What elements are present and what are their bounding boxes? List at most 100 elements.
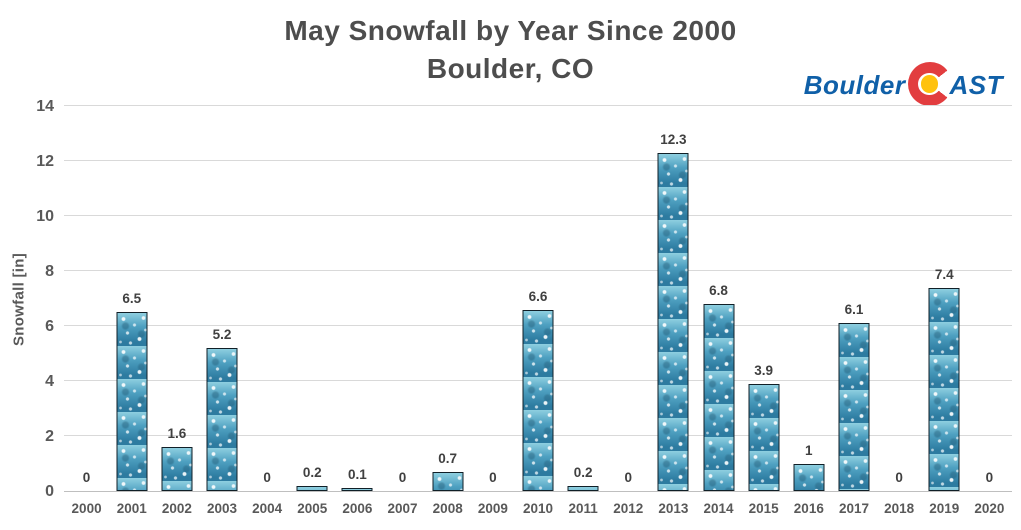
bar-value-label: 0 xyxy=(985,470,994,485)
bar xyxy=(748,383,780,491)
bar-slot: 3.9 xyxy=(741,107,786,491)
bar-value-label: 6.8 xyxy=(709,283,728,298)
bar xyxy=(793,463,825,491)
y-axis-tick-label: 2 xyxy=(45,428,54,445)
bar-slot: 0 xyxy=(64,107,109,491)
bar-value-label: 0 xyxy=(895,470,903,485)
bar-slot: 7.4 xyxy=(922,107,967,491)
bar-value-label: 0.2 xyxy=(573,464,593,480)
x-axis-tick-label: 2010 xyxy=(522,501,553,516)
bar-slot: 6.6 xyxy=(515,107,560,491)
bar-value-label: 3.9 xyxy=(754,362,774,378)
bar-slot: 0.7 xyxy=(425,107,470,491)
bar-value-label: 0 xyxy=(398,470,407,485)
bar-slot: 6.5 xyxy=(109,107,154,491)
x-axis-tick-label: 2018 xyxy=(884,501,915,516)
y-axis-tick-label: 8 xyxy=(45,263,54,280)
x-axis-tick-label: 2009 xyxy=(477,501,508,516)
bar-value-label: 6.6 xyxy=(528,288,548,304)
bar-value-label: 1 xyxy=(805,442,813,458)
bar-slot: 0.1 xyxy=(335,107,380,491)
bar-value-label: 0 xyxy=(624,470,633,485)
chart-title-line-1: May Snowfall by Year Since 2000 xyxy=(284,15,737,46)
bar-slot: 6.1 xyxy=(831,107,876,491)
colorado-c-gold-disc xyxy=(920,75,939,93)
bar-slot: 1.6 xyxy=(154,107,199,491)
bar xyxy=(116,312,148,491)
bar xyxy=(341,488,373,491)
x-axis-tick-label: 2004 xyxy=(252,501,283,516)
y-axis-tick-label: 6 xyxy=(45,318,54,335)
x-axis-tick-labels: 2000 2001 2002 2003 2004 2005 2006 2007 2008 2009… xyxy=(64,501,1012,521)
chart-title: May Snowfall by Year Since 2000 Boulder,… xyxy=(0,12,1021,88)
bar-slot: 0 xyxy=(606,107,651,491)
bar xyxy=(206,348,238,491)
bars: 0 6.5 1.6 5.2 0 0.2 0.1 0 0.7 0 6.6 0.2 0 12.3 6.8 3.9 1… xyxy=(64,107,1012,491)
x-axis-tick-label: 2008 xyxy=(432,501,463,516)
bar xyxy=(657,152,689,491)
x-axis-tick-label: 2007 xyxy=(387,501,418,516)
gridline xyxy=(64,270,1012,271)
bar-value-label: 0 xyxy=(489,470,497,485)
plot-area: 0 6.5 1.6 5.2 0 0.2 0.1 0 0.7 0 6.6 0.2 0 12.3 6.8 3.9 1… xyxy=(64,105,1012,492)
y-axis-tick-labels: 0 2 4 6 8 10 12 14 xyxy=(0,99,56,500)
bar-value-label: 0.7 xyxy=(438,450,458,466)
bar-slot: 12.3 xyxy=(651,107,696,491)
x-axis-tick-label: 2000 xyxy=(71,501,102,516)
x-axis-tick-label: 2011 xyxy=(568,501,598,516)
bar-value-label: 5.2 xyxy=(212,327,232,342)
bar-slot: 0 xyxy=(245,107,290,491)
logo-boulder-text: Boulder xyxy=(803,69,906,100)
x-axis-tick-label: 2020 xyxy=(974,501,1005,516)
x-axis-tick-label: 2019 xyxy=(929,501,960,516)
x-axis-tick-label: 2016 xyxy=(793,501,824,516)
y-axis-tick-label: 0 xyxy=(45,483,54,500)
gridline xyxy=(64,215,1012,216)
bar-slot: 0 xyxy=(380,107,425,491)
x-axis-tick-label: 2003 xyxy=(206,501,238,516)
x-axis-tick-label: 2005 xyxy=(297,501,328,516)
bar-slot: 0.2 xyxy=(290,107,335,491)
x-axis-tick-label: 2014 xyxy=(703,501,734,516)
bar-slot: 0 xyxy=(877,107,922,491)
x-axis-tick-label: 2017 xyxy=(838,501,869,516)
bar-slot: 0 xyxy=(967,107,1012,491)
y-axis-tick-label: 10 xyxy=(36,208,54,225)
y-axis-tick-label: 12 xyxy=(36,153,54,170)
y-axis-tick-label: 4 xyxy=(45,373,54,390)
bar-value-label: 0.1 xyxy=(348,467,367,483)
bar-value-label: 12.3 xyxy=(660,131,687,147)
bar-slot: 1 xyxy=(786,107,831,491)
logo-ast-text: AST xyxy=(949,69,1003,100)
bar xyxy=(296,485,328,491)
bar-slot: 0 xyxy=(470,107,515,491)
x-axis-tick-label: 2015 xyxy=(748,501,779,516)
x-axis-tick-label: 2001 xyxy=(116,501,147,516)
bar-value-label: 0.2 xyxy=(302,464,322,480)
bar xyxy=(522,309,554,491)
gridline xyxy=(64,105,1012,106)
bar-value-label: 7.4 xyxy=(934,266,954,282)
bar xyxy=(161,447,193,491)
bar xyxy=(703,304,735,491)
bar xyxy=(432,471,464,491)
bar xyxy=(567,485,599,491)
bar-value-label: 6.1 xyxy=(844,302,864,318)
bar-slot: 0.2 xyxy=(561,107,606,491)
chart-title-line-2: Boulder, CO xyxy=(426,53,595,84)
x-axis-tick-label: 2012 xyxy=(613,501,644,516)
bar xyxy=(928,287,960,491)
bar-slot: 5.2 xyxy=(199,107,244,491)
colorado-c-icon xyxy=(907,62,952,106)
bar-value-label: 1.6 xyxy=(167,426,187,441)
x-axis-tick-label: 2006 xyxy=(342,501,373,516)
bar-value-label: 0 xyxy=(82,470,91,485)
x-axis-tick-label: 2013 xyxy=(658,501,689,516)
bar-value-label: 6.5 xyxy=(122,291,142,307)
gridline xyxy=(64,160,1012,161)
bouldercast-logo: Boulder AST xyxy=(804,62,1003,106)
bar-slot: 6.8 xyxy=(696,107,741,491)
x-axis-tick-label: 2002 xyxy=(161,501,192,516)
bar xyxy=(838,323,870,491)
